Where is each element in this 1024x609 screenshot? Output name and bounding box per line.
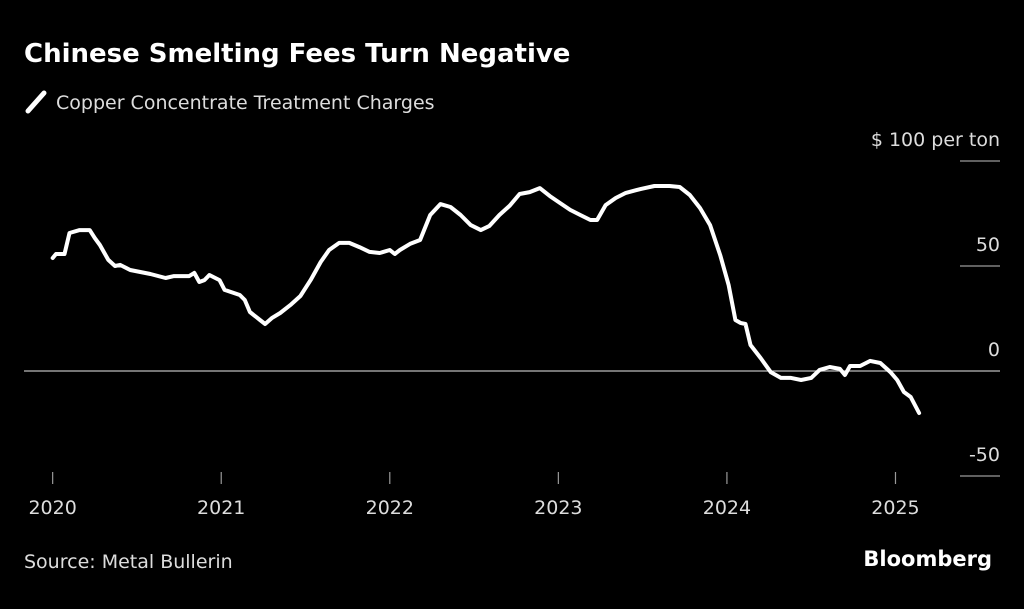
source: Source: Metal Bullerin (24, 551, 233, 573)
brand: Bloomberg (863, 547, 992, 571)
x-tick-label: 2022 (366, 497, 414, 519)
legend-label: Copper Concentrate Treatment Charges (56, 92, 435, 114)
x-tick-label: 2025 (871, 497, 919, 519)
legend-icon (25, 90, 47, 114)
x-tick-label: 2024 (703, 497, 751, 519)
series-line (50, 184, 922, 415)
chart-title: Chinese Smelting Fees Turn Negative (24, 39, 570, 69)
x-tick-label: 2023 (534, 497, 582, 519)
y-tick-label: -50 (969, 444, 1000, 466)
x-tick-label: 2021 (197, 497, 245, 519)
y-tick-label: $ 100 per ton (871, 129, 1000, 151)
y-tick-label: 50 (976, 234, 1000, 256)
x-tick-label: 2020 (28, 497, 76, 519)
y-tick-label: 0 (988, 339, 1000, 361)
